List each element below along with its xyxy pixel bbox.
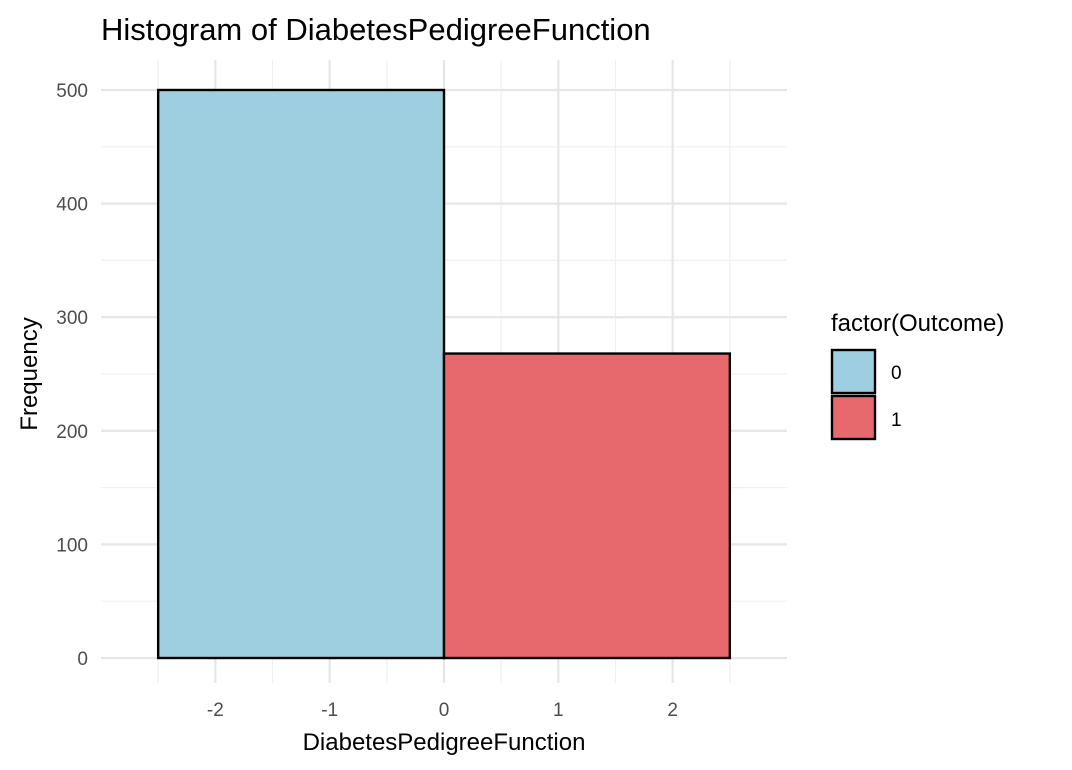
bars	[156, 88, 732, 660]
y-axis-title: Frequency	[16, 317, 43, 430]
x-tick-label: 1	[553, 700, 564, 721]
x-tick-label: 2	[667, 700, 678, 721]
x-tick-label: -1	[321, 700, 338, 721]
y-tick-label: 400	[56, 195, 88, 216]
x-axis-title: DiabetesPedigreeFunction	[303, 729, 586, 756]
y-tick-label: 100	[56, 535, 88, 556]
legend-key-1	[830, 394, 877, 441]
y-tick-label: 0	[77, 649, 88, 670]
y-tick-label: 500	[56, 81, 88, 102]
x-axis-ticks: -2 -1 0 1 2	[207, 700, 678, 721]
x-tick-label: -2	[207, 700, 224, 721]
y-tick-label: 300	[56, 308, 88, 329]
legend-title: factor(Outcome)	[831, 310, 1004, 337]
y-tick-label: 200	[56, 422, 88, 443]
legend-label-1: 1	[891, 410, 902, 431]
y-axis-ticks: 0 100 200 300 400 500	[56, 81, 88, 670]
chart-title: Histogram of DiabetesPedigreeFunction	[101, 12, 651, 47]
legend: factor(Outcome) 0 1	[830, 310, 1004, 441]
histogram-bar-outcome-1	[442, 352, 732, 660]
legend-key-0	[830, 348, 877, 395]
legend-label-0: 0	[891, 363, 902, 384]
x-tick-label: 0	[439, 700, 450, 721]
histogram-bar-outcome-0	[156, 88, 446, 660]
